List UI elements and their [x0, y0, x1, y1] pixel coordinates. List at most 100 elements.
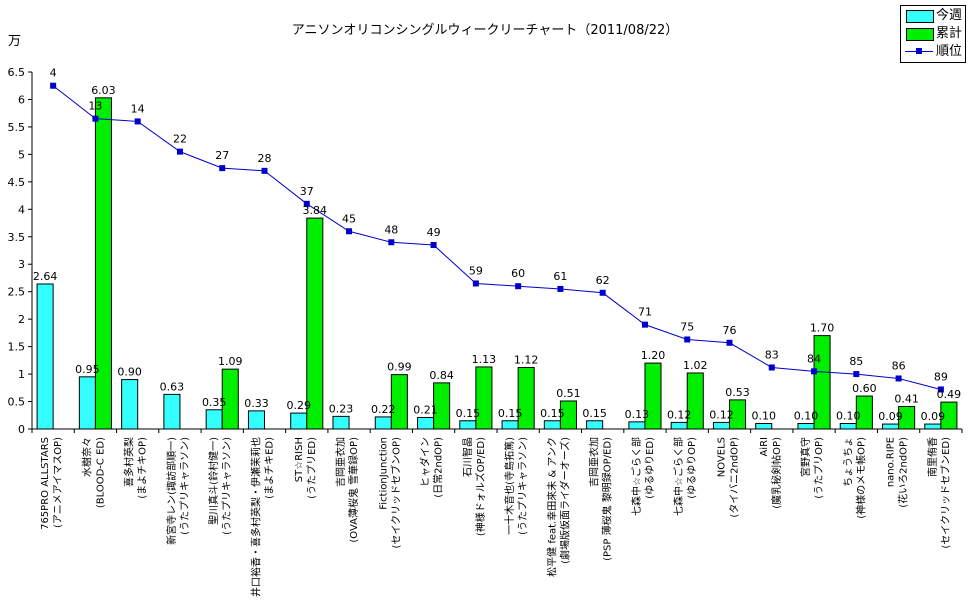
x-tick-label: NOVELS [717, 437, 728, 477]
data-label-this-week: 0.09 [878, 410, 903, 423]
x-tick-label: (OVA薄桜鬼 雪華録OP) [347, 437, 360, 543]
data-label-cumulative: 1.09 [218, 355, 243, 368]
x-tick-label: (BLOOD-C ED) [95, 437, 106, 508]
y-tick-label: 6.5 [8, 66, 26, 79]
x-tick-label: (神様ドォルズOP/ED) [474, 437, 487, 536]
legend-swatch-cumulative [906, 28, 934, 41]
rank-marker [261, 167, 268, 174]
y-tick-label: 0.5 [8, 396, 26, 409]
bar-this-week [163, 393, 181, 430]
data-label-rank: 85 [849, 355, 863, 368]
y-tick-label: 6 [18, 93, 25, 106]
bar-this-week [543, 420, 561, 430]
rank-marker [346, 228, 353, 235]
x-tick-labels: 765PRO ALLSTARS (アニメアイマスOP) 水樹奈々 (BLOOD-C E… [40, 437, 952, 597]
data-label-rank: 84 [807, 352, 821, 365]
data-label-cumulative: 1.12 [514, 353, 539, 366]
rank-marker [50, 82, 57, 89]
x-tick-label: (うたプリED) [306, 437, 318, 499]
rank-line [50, 82, 944, 393]
data-label-rank: 71 [638, 306, 652, 319]
x-tick-label: 石川智晶 [461, 437, 474, 477]
data-label-rank: 37 [300, 185, 314, 198]
y-tick-label: 5 [18, 148, 25, 161]
data-label-rank: 89 [934, 370, 948, 383]
x-tick-label: ちょうちょ [842, 437, 854, 487]
data-label-this-week: 0.10 [836, 410, 861, 423]
x-tick-label: (ゆるゆりED) [644, 437, 656, 499]
bar-cumulative [855, 395, 873, 430]
x-tick-label: 新宮寺レン(諏訪部順一) [165, 437, 178, 545]
data-label-this-week: 2.64 [33, 270, 58, 283]
rank-marker [937, 386, 944, 393]
x-tick-label: (うたプリOP) [813, 437, 825, 499]
axes: 00.511.522.533.544.555.566.5 [8, 66, 963, 436]
bar-this-week [628, 421, 646, 430]
data-label-rank: 83 [765, 348, 779, 361]
data-label-rank: 48 [384, 223, 398, 236]
data-label-cumulative: 0.84 [429, 369, 454, 382]
data-label-cumulative: 0.51 [556, 387, 581, 400]
bars [36, 97, 958, 430]
data-label-cumulative: 6.03 [91, 84, 116, 97]
bar-this-week [839, 423, 857, 430]
y-tick-label: 3.5 [8, 231, 26, 244]
x-tick-label: 松平健 feat.幸田來未 & アンク [545, 437, 558, 577]
rank-series-line [52, 85, 941, 390]
data-label-this-week: 0.22 [371, 403, 396, 416]
rank-marker [641, 321, 648, 328]
data-label-cumulative: 0.60 [852, 382, 877, 395]
legend-item-cumulative: 累計 [901, 25, 965, 42]
bar-this-week [924, 423, 942, 430]
data-label-this-week: 0.35 [202, 396, 227, 409]
bar-this-week [290, 412, 308, 430]
x-tick-label: (アニメアイマスOP) [53, 437, 64, 528]
y-tick-label: 3 [18, 258, 25, 271]
y-tick-label: 2.5 [8, 286, 26, 299]
bar-cumulative [433, 382, 451, 430]
bar-cumulative [644, 362, 662, 430]
data-label-this-week: 0.09 [921, 410, 946, 423]
y-tick-label: 0 [18, 423, 25, 436]
y-tick-label: 2 [18, 313, 25, 326]
bar-cumulative [940, 401, 958, 430]
x-tick-label: 吉岡亜衣加 [334, 437, 347, 487]
x-tick-label: (まよチキOP) [137, 437, 149, 499]
x-tick-label: (うたプリキャラソン) [517, 437, 529, 535]
x-tick-label: (ゆるゆりOP) [686, 437, 698, 499]
y-tick-label: 5.5 [8, 121, 26, 134]
data-label-this-week: 0.12 [709, 408, 734, 421]
data-label-rank: 28 [258, 152, 272, 165]
rank-marker [472, 280, 479, 287]
data-label-this-week: 0.33 [244, 397, 269, 410]
data-label-rank: 61 [553, 270, 567, 283]
data-label-this-week: 0.90 [117, 366, 142, 379]
rank-marker [599, 289, 606, 296]
rank-marker [92, 115, 99, 122]
data-label-this-week: 0.29 [286, 399, 311, 412]
rank-marker [726, 339, 733, 346]
x-tick-label: (うたプリキャラソン) [221, 437, 233, 535]
x-tick-label: 喜多村英梨 [123, 437, 136, 487]
x-tick-label: 765PRO ALLSTARS [40, 437, 51, 530]
legend-swatch-this-week [906, 10, 934, 23]
legend-label-this-week: 今週 [936, 8, 963, 23]
x-tick-label: 宮野真守 [799, 437, 812, 477]
x-tick-label: 吉岡亜衣加 [588, 437, 601, 487]
bar-cumulative [559, 400, 577, 430]
data-label-cumulative: 0.41 [894, 392, 919, 405]
data-label-this-week: 0.13 [625, 408, 650, 421]
bar-this-week [586, 420, 604, 430]
data-label-this-week: 0.63 [160, 380, 185, 393]
rank-marker [768, 364, 775, 371]
data-label-rank: 27 [215, 149, 229, 162]
legend-item-rank: 順位 [901, 43, 965, 60]
x-tick-label: 七森中☆ごらく部 [630, 437, 643, 516]
x-tick-label: nano.RIPE [886, 437, 897, 487]
rank-marker [388, 239, 395, 246]
data-label-this-week: 0.15 [540, 407, 565, 420]
bar-this-week [797, 423, 815, 430]
legend-label-cumulative: 累計 [936, 26, 963, 41]
data-label-rank: 59 [469, 264, 483, 277]
